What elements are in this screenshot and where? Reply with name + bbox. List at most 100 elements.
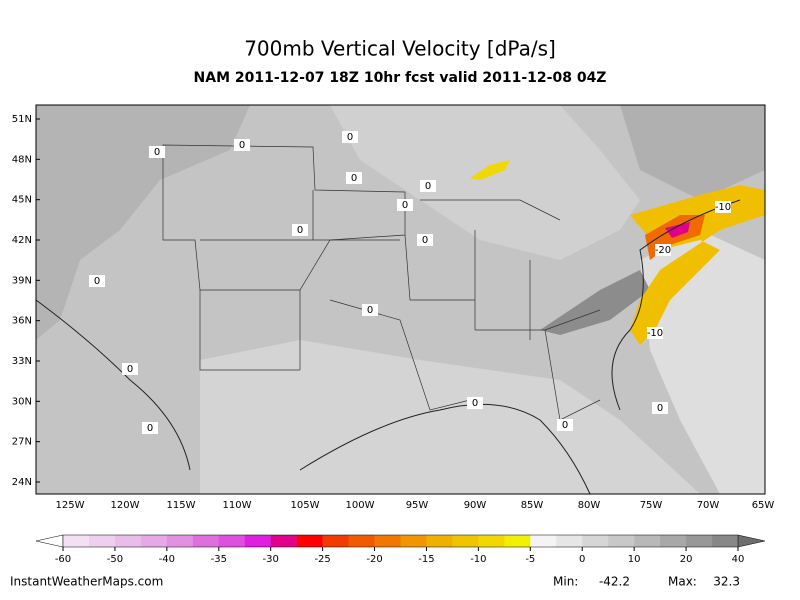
contour-label: 0 xyxy=(351,173,357,184)
contour-label: 0 xyxy=(367,305,373,316)
lon-label: 115W xyxy=(167,500,196,511)
colorbar-above xyxy=(737,534,766,548)
colorbar-swatch xyxy=(426,535,453,547)
contour-label: 0 xyxy=(562,420,568,431)
colorbar-swatch xyxy=(244,535,271,547)
colorbar-label: -50 xyxy=(107,554,123,565)
contour-label-bg xyxy=(362,304,378,316)
contour-label-bg xyxy=(397,199,413,211)
contour-label-bg xyxy=(557,419,573,431)
contour-label: 0 xyxy=(347,132,353,143)
contour-label-bg xyxy=(715,201,731,213)
colorbar-swatch xyxy=(322,535,349,547)
colorbar-label: -40 xyxy=(159,554,175,565)
contour-label-bg xyxy=(292,224,308,236)
lat-label: 39N xyxy=(12,275,32,286)
lon-label: 65W xyxy=(752,500,775,511)
colorbar-label: 0 xyxy=(579,554,585,565)
lon-label: 85W xyxy=(521,500,544,511)
colorbar-swatch xyxy=(478,535,505,547)
lon-label: 110W xyxy=(223,500,252,511)
contour-label-bg xyxy=(420,180,436,192)
colorbar-swatch xyxy=(63,535,90,547)
field-area xyxy=(330,105,640,260)
map xyxy=(35,104,766,495)
colorbar-swatch xyxy=(634,535,661,547)
lat-label: 24N xyxy=(12,477,32,488)
title: 700mb Vertical Velocity [dPa/s] xyxy=(244,37,556,61)
contour-label: -10 xyxy=(647,328,663,339)
colorbar-swatch xyxy=(166,535,194,547)
field-area xyxy=(36,105,250,340)
colorbar-label: -30 xyxy=(263,554,279,565)
contour-label: 0 xyxy=(472,398,478,409)
contour-label: 0 xyxy=(239,140,245,151)
contour-label-bg xyxy=(122,363,138,375)
contour-label-bg xyxy=(89,275,105,287)
lon-label: 90W xyxy=(464,500,487,511)
colorbar-swatch xyxy=(140,535,168,547)
colorbar-swatch xyxy=(452,535,479,547)
colorbar-swatch xyxy=(192,535,220,547)
contour-label: 0 xyxy=(657,403,663,414)
state-lines xyxy=(199,190,601,421)
lon-label: 70W xyxy=(697,500,720,511)
lat-label: 36N xyxy=(12,316,32,327)
contour-label-bg xyxy=(655,244,671,256)
colorbar-swatch xyxy=(374,535,401,547)
colorbar-label: -35 xyxy=(211,554,227,565)
colorbar-swatch xyxy=(582,535,609,547)
lat-label: 42N xyxy=(12,235,32,246)
lat-label: 48N xyxy=(12,154,32,165)
colorbar-swatch xyxy=(530,535,557,547)
contour-label: 0 xyxy=(94,276,100,287)
lon-label: 125W xyxy=(56,500,85,511)
contour-label-bg xyxy=(346,172,362,184)
colorbar-swatch xyxy=(400,535,427,547)
colorbar-label: -25 xyxy=(314,554,330,565)
colorbar-swatch xyxy=(556,535,583,547)
contour-label-bg xyxy=(652,402,668,414)
colorbar-swatch xyxy=(270,535,297,547)
contour-label-bg xyxy=(417,234,433,246)
contour-label: -10 xyxy=(715,202,731,213)
colorbar-swatch xyxy=(88,535,116,547)
colorbar-swatch xyxy=(348,535,375,547)
lon-label: 105W xyxy=(291,500,320,511)
contour-label-bg xyxy=(342,131,358,143)
contour-label: 0 xyxy=(127,364,133,375)
colorbar-label: 40 xyxy=(732,554,745,565)
min-label: Min: xyxy=(553,575,578,589)
colorbar-swatch xyxy=(114,535,142,547)
colorbar-swatch xyxy=(296,535,323,547)
field-area xyxy=(620,105,765,200)
colorbar-label: -20 xyxy=(366,554,382,565)
colorbar-label: 20 xyxy=(680,554,693,565)
field-area xyxy=(665,222,690,238)
lat-label: 27N xyxy=(12,437,32,448)
contour-label-bg xyxy=(467,397,483,409)
colorbar-swatch xyxy=(218,535,246,547)
lat-label: 51N xyxy=(12,114,32,125)
contour-label-bg xyxy=(234,139,250,151)
colorbar-label: -60 xyxy=(55,554,71,565)
contour-label-bg xyxy=(647,327,663,339)
lat-label: 45N xyxy=(12,195,32,206)
map-frame xyxy=(35,104,766,495)
lon-label: 75W xyxy=(640,500,663,511)
colorbar-swatch xyxy=(712,535,739,547)
lat-label: 33N xyxy=(12,356,32,367)
lon-label: 120W xyxy=(111,500,140,511)
max-value: 32.3 xyxy=(713,575,740,589)
lon-label: 80W xyxy=(578,500,601,511)
contour-label: 0 xyxy=(402,200,408,211)
max-label: Max: xyxy=(668,575,697,589)
contour-label: 0 xyxy=(297,225,303,236)
colorbar-label: -15 xyxy=(418,554,434,565)
contour-label: 0 xyxy=(147,423,153,434)
lon-label: 100W xyxy=(346,500,375,511)
contour-label: 0 xyxy=(154,147,160,158)
contour-label: -20 xyxy=(655,245,671,256)
contour-label: 0 xyxy=(425,181,431,192)
